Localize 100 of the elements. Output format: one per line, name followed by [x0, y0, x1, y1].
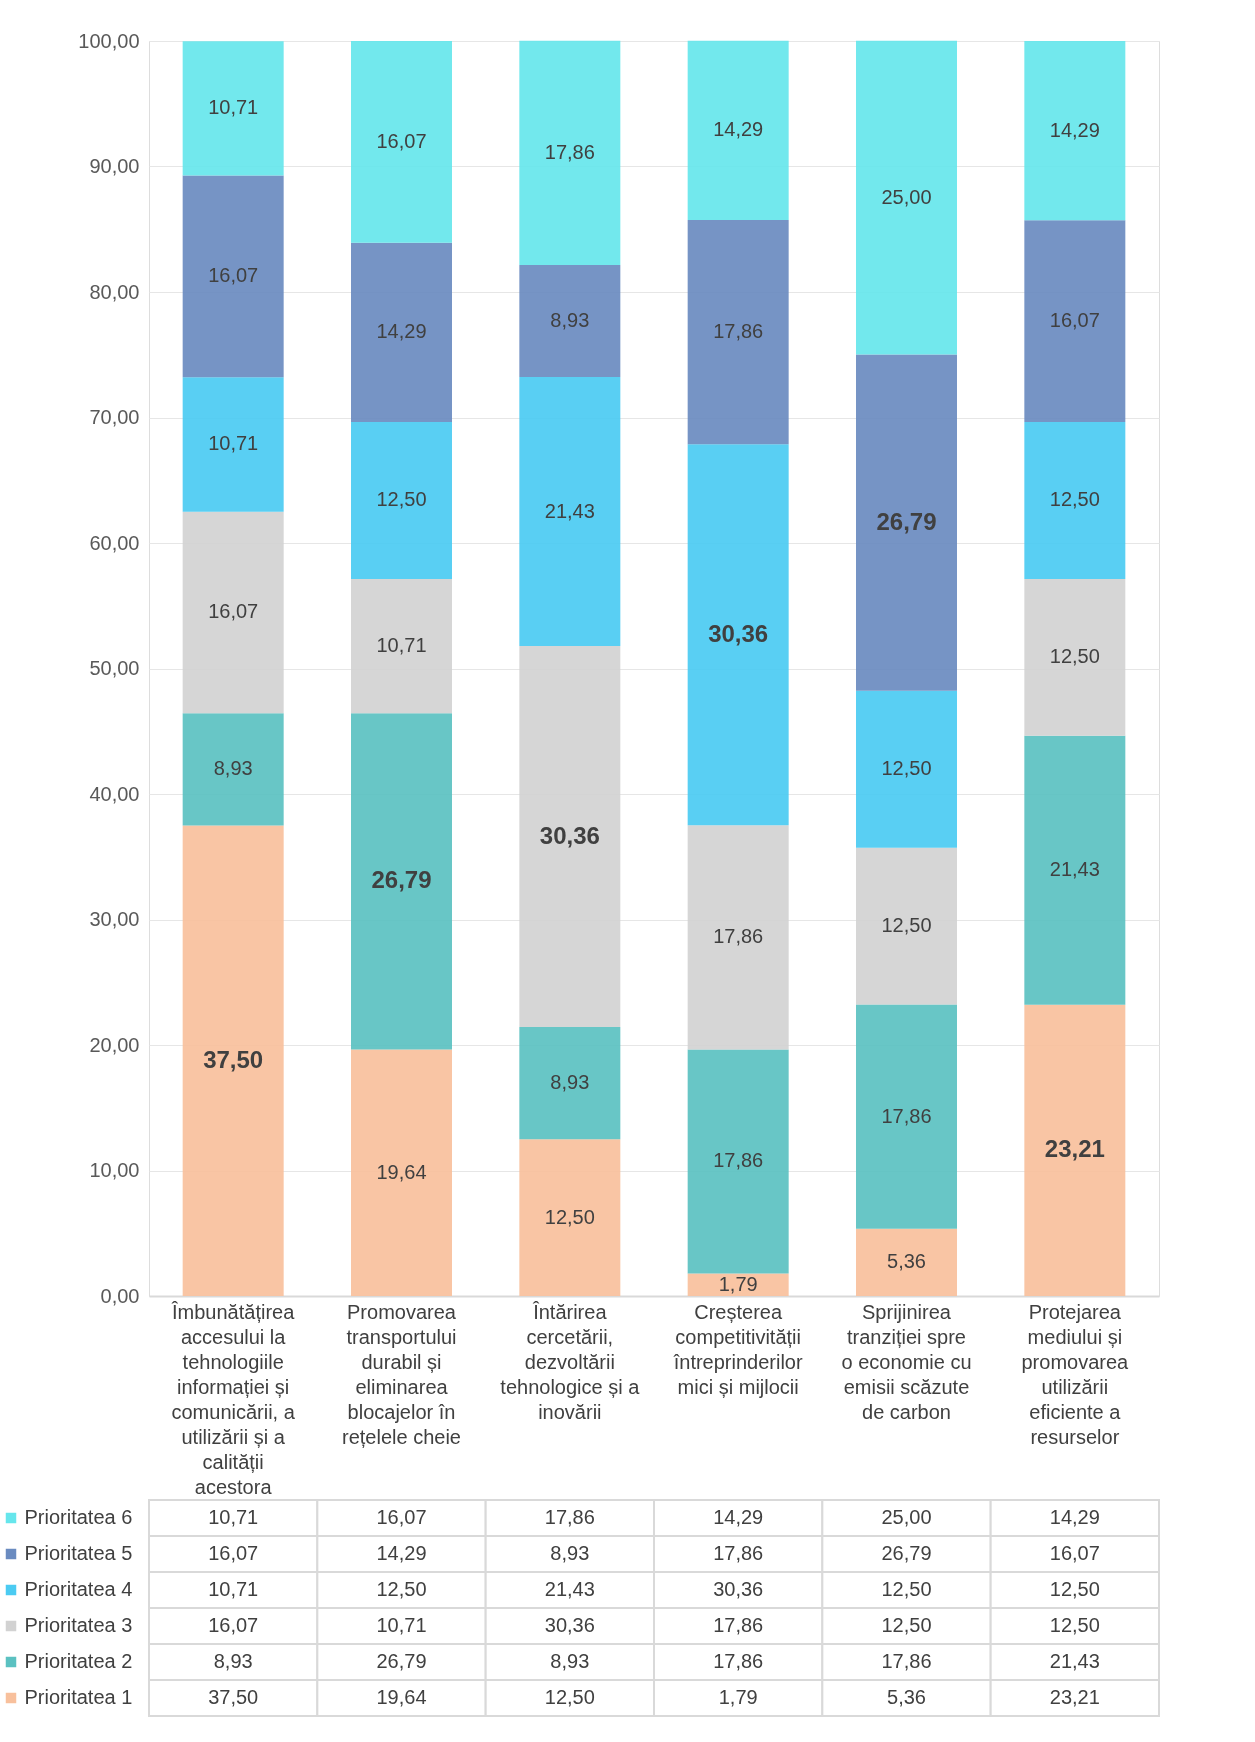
- bar: [687, 1049, 789, 1274]
- bar: [1024, 1004, 1126, 1296]
- legend-label: Prioritatea 6: [24, 1506, 133, 1528]
- text: 8,93: [550, 309, 590, 332]
- data-label: 8,93: [213, 1650, 253, 1672]
- text: 26,79: [876, 507, 937, 535]
- text: 10,71: [376, 634, 427, 657]
- text: 16,07: [376, 129, 427, 152]
- text: 16,07: [1049, 309, 1100, 332]
- data-label: 12,50: [544, 1686, 595, 1708]
- text: 23,21: [1044, 1135, 1105, 1163]
- bar: [519, 377, 621, 647]
- x-tick-label: Sprijinirea tranziției spre o economie cu emisii scăzute de carbon: [841, 1300, 972, 1423]
- data-label: 12,50: [1049, 1578, 1100, 1600]
- y-tick-label: 0,00: [100, 1284, 140, 1307]
- bar: [856, 40, 957, 355]
- text: 8,93: [550, 1071, 590, 1094]
- bar: [351, 41, 452, 243]
- y-tick-label: 30,00: [89, 908, 140, 930]
- data-label: 21,43: [1049, 1650, 1100, 1672]
- data-label: 25,00: [881, 1506, 932, 1528]
- bar: [351, 242, 452, 423]
- data-label: 17,86: [713, 1614, 764, 1636]
- text: 25,00: [881, 185, 932, 208]
- data-label: 30,36: [544, 1614, 595, 1636]
- y-tick-label: 100,00: [78, 29, 140, 52]
- x-tick-label: Întărirea cercetării, dezvoltării tehnologice și a inovării: [500, 1300, 641, 1423]
- data-label: 10,71: [376, 1614, 427, 1636]
- data-label: 37,50: [208, 1686, 259, 1708]
- data-label: 26,79: [881, 1542, 932, 1564]
- bar: [182, 713, 284, 826]
- y-tick-label: 70,00: [89, 406, 140, 428]
- bar: [519, 265, 621, 378]
- bar: [519, 40, 621, 266]
- bar: [1024, 735, 1126, 1005]
- bar: [351, 713, 452, 1050]
- data-label: 30,36: [713, 1578, 764, 1600]
- data-label: 17,86: [713, 1650, 764, 1672]
- data-label: 17,86: [713, 1542, 764, 1564]
- bar: [856, 690, 957, 848]
- bar: [519, 1139, 621, 1296]
- bar: [351, 1049, 452, 1296]
- y-tick-label: 40,00: [89, 782, 140, 805]
- bar: [182, 825, 284, 1296]
- y-tick-label: 10,00: [89, 1159, 140, 1181]
- data-label: 17,86: [881, 1650, 932, 1672]
- text: 21,43: [1049, 858, 1100, 881]
- data-label: 16,07: [376, 1506, 427, 1528]
- data-label: 14,29: [1049, 1506, 1100, 1528]
- data-label: 19,64: [376, 1686, 427, 1708]
- data-label: 12,50: [376, 1578, 427, 1600]
- bar: [519, 1027, 621, 1140]
- legend-label: Prioritatea 3: [24, 1614, 133, 1636]
- bar: [182, 41, 284, 176]
- data-label: 12,50: [881, 1578, 932, 1600]
- bar: [351, 422, 452, 579]
- y-tick-label: 80,00: [89, 280, 140, 303]
- legend-label: Prioritatea 4: [24, 1578, 133, 1600]
- data-label: 10,71: [208, 1506, 259, 1528]
- data-label: 8,93: [550, 1650, 590, 1672]
- text: 30,36: [708, 619, 769, 647]
- data-label: 26,79: [376, 1650, 427, 1672]
- text: 14,29: [1049, 118, 1100, 141]
- legend-label: Prioritatea 2: [24, 1650, 133, 1672]
- bar: [856, 1004, 957, 1229]
- data-label: 17,86: [544, 1506, 595, 1528]
- text: 12,50: [881, 914, 932, 937]
- data-label: 14,29: [376, 1542, 427, 1564]
- data-label: 12,50: [1049, 1614, 1100, 1636]
- text: 12,50: [544, 1205, 595, 1228]
- text: 10,71: [208, 96, 259, 119]
- bar: [687, 40, 789, 221]
- x-tick-label: Protejarea mediului și promovarea utilizării eficiente a resurselor: [1021, 1300, 1130, 1448]
- text: 16,07: [208, 264, 259, 287]
- bar: [351, 578, 452, 714]
- bar: [1024, 422, 1126, 579]
- bar: [856, 354, 957, 691]
- data-label: 12,50: [881, 1614, 932, 1636]
- x-tick-label: Promovarea transportului durabil și eliminarea blocajelor în rețelele cheie: [342, 1300, 461, 1448]
- text: 1,79: [718, 1272, 758, 1295]
- text: 30,36: [539, 821, 600, 849]
- data-label: 8,93: [550, 1542, 590, 1564]
- bar: [1024, 41, 1126, 221]
- bar: [1024, 578, 1126, 736]
- text: 8,93: [213, 757, 253, 780]
- text: 10,71: [208, 432, 259, 455]
- data-label: 21,43: [544, 1578, 595, 1600]
- data-label: 5,36: [887, 1686, 926, 1708]
- text: 26,79: [371, 866, 432, 894]
- bar: [687, 825, 789, 1050]
- text: 14,29: [713, 118, 764, 141]
- text: 19,64: [376, 1160, 427, 1183]
- text: 17,86: [713, 925, 764, 948]
- text: 37,50: [203, 1045, 264, 1073]
- text: 12,50: [376, 488, 427, 511]
- text: 17,86: [544, 140, 595, 163]
- bar: [687, 220, 789, 445]
- x-tick-label: Îmbunătățirea accesului la tehnologiile informației și comunicării, a utilizării și a calității acestora: [171, 1300, 296, 1498]
- text: 16,07: [208, 600, 259, 623]
- legend-label: Prioritatea 5: [24, 1542, 133, 1564]
